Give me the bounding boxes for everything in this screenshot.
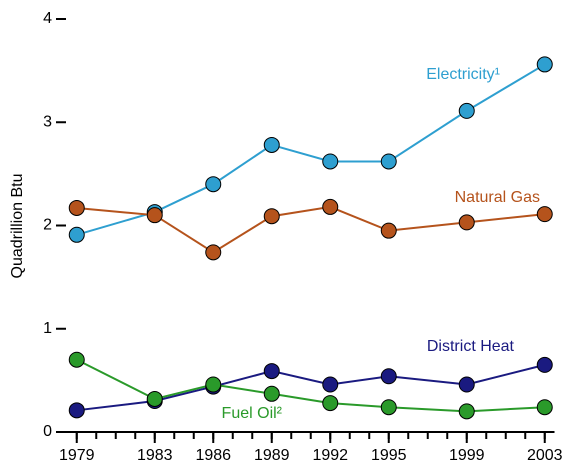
y-tick-label: 0 [43,423,52,440]
data-point [380,399,397,416]
x-tick-label: 2003 [527,447,563,464]
x-tick-label: 1983 [137,447,173,464]
y-axis-label: Quadrillion Btu [9,174,26,279]
data-point [536,206,553,223]
data-point [68,199,85,216]
y-tick-label: 2 [43,217,52,234]
y-tick-label: 3 [43,113,52,130]
data-point [536,399,553,416]
data-point [322,395,339,412]
series-label: Electricity¹ [426,66,500,83]
data-point [458,403,475,420]
data-point [380,368,397,385]
data-point [263,208,280,225]
data-point [146,390,163,407]
y-tick-label: 1 [43,320,52,337]
data-point [68,351,85,368]
data-point [205,176,222,193]
data-point [380,153,397,170]
data-point [458,376,475,393]
data-point [322,153,339,170]
series-label: Fuel Oil² [222,405,283,422]
data-point [263,363,280,380]
data-point [205,376,222,393]
x-tick-label: 1986 [195,447,231,464]
x-tick-label: 1979 [59,447,95,464]
data-point [322,198,339,215]
series-line [76,358,545,413]
x-tick-label: 1992 [312,447,348,464]
data-point [322,376,339,393]
data-point [146,207,163,224]
series-line [76,205,545,254]
series-label: Natural Gas [455,189,540,206]
x-tick-label: 1995 [371,447,407,464]
data-point [205,244,222,261]
data-point [68,226,85,243]
x-tick-label: 1989 [254,447,290,464]
data-point [263,136,280,153]
data-point [536,56,553,73]
data-point [458,214,475,231]
series-line [76,363,545,412]
data-point [458,102,475,119]
data-point [263,385,280,402]
data-point [68,402,85,419]
series-label: District Heat [427,338,515,355]
series-line [76,63,546,236]
y-tick-label: 4 [43,10,52,27]
x-tick-label: 1999 [449,447,485,464]
data-point [536,356,553,373]
data-point [380,222,397,239]
